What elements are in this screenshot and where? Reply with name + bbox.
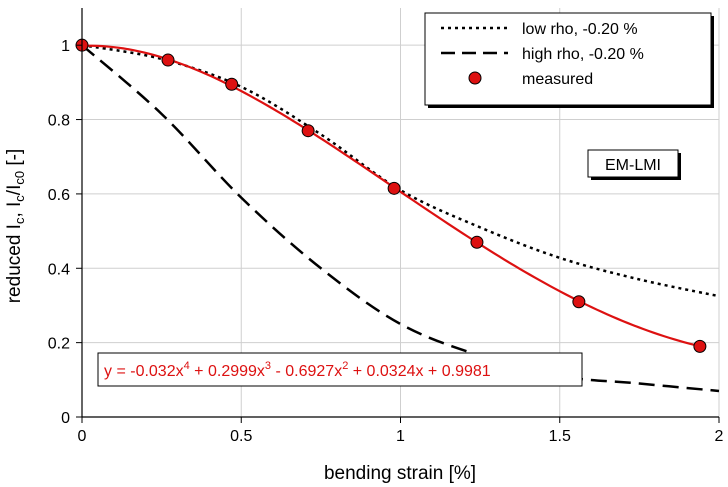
legend: low rho, -0.20 % high rho, -0.20 % measu… [424, 12, 714, 108]
legend-label: low rho, -0.20 % [522, 21, 638, 38]
series-line-high-rho [81, 44, 720, 393]
y-tick-label: 0 [61, 410, 70, 427]
equation-exponent: 3 [265, 360, 271, 372]
x-tick-label: 2 [715, 428, 724, 445]
x-tick-label: 1.5 [549, 428, 571, 445]
x-tick-label: 1 [396, 428, 405, 445]
x-tick-label: 0 [78, 428, 87, 445]
x-axis-label: bending strain [%] [324, 463, 476, 484]
equation-part: - 0.6927x [271, 363, 342, 380]
y-tick-label: 0.2 [48, 336, 70, 353]
y-axis-label-sub: c0 [12, 171, 27, 185]
y-axis-label-part: /I [4, 185, 25, 196]
y-tick-label: 1 [61, 38, 70, 55]
equation-exponent: 2 [342, 360, 348, 372]
measured-point [161, 53, 175, 67]
y-axis-label-part: reduced I [4, 224, 25, 303]
y-axis-label-sub: c [12, 195, 27, 202]
series-layer [75, 38, 720, 393]
legend-label: measured [522, 71, 593, 88]
measured-point [693, 339, 707, 353]
equation-part: y = -0.032x [104, 363, 184, 380]
equation-exponent: 4 [184, 360, 190, 372]
y-tick-label: 0.6 [48, 187, 70, 204]
legend-swatch-marker [468, 71, 482, 85]
measured-point [301, 124, 315, 138]
equation-box: y = -0.032x4 + 0.2999x3 - 0.6927x2 + 0.0… [97, 352, 583, 387]
y-tick-label: 0.4 [48, 261, 70, 278]
y-axis-label-part: , I [4, 202, 25, 218]
annotation-frame [587, 149, 679, 178]
equation-part: + 0.0324x + 0.9981 [348, 363, 490, 380]
measured-point [387, 181, 401, 195]
measured-point [572, 295, 586, 309]
ticks: 0 0.5 1 1.5 2 0 0.2 0.4 0.6 0.8 1 [48, 38, 724, 445]
equation-frame [97, 352, 583, 387]
equation-part: + 0.2999x [190, 363, 265, 380]
annotation-box: EM-LMI [587, 149, 681, 180]
legend-label: high rho, -0.20 % [522, 46, 644, 63]
equation-text: y = -0.032x4 + 0.2999x3 - 0.6927x2 + 0.0… [104, 360, 491, 380]
legend-box [424, 12, 712, 106]
y-axis-label: reduced Ic, Ic/Ic0 [-] [4, 149, 27, 304]
x-tick-label: 0.5 [230, 428, 252, 445]
annotation-text: EM-LMI [605, 157, 661, 174]
y-axis-label-part: [-] [4, 149, 25, 171]
y-tick-label: 0.8 [48, 113, 70, 130]
measured-point [225, 77, 239, 91]
y-axis-label-sub: c [12, 217, 27, 224]
measured-point [470, 235, 484, 249]
